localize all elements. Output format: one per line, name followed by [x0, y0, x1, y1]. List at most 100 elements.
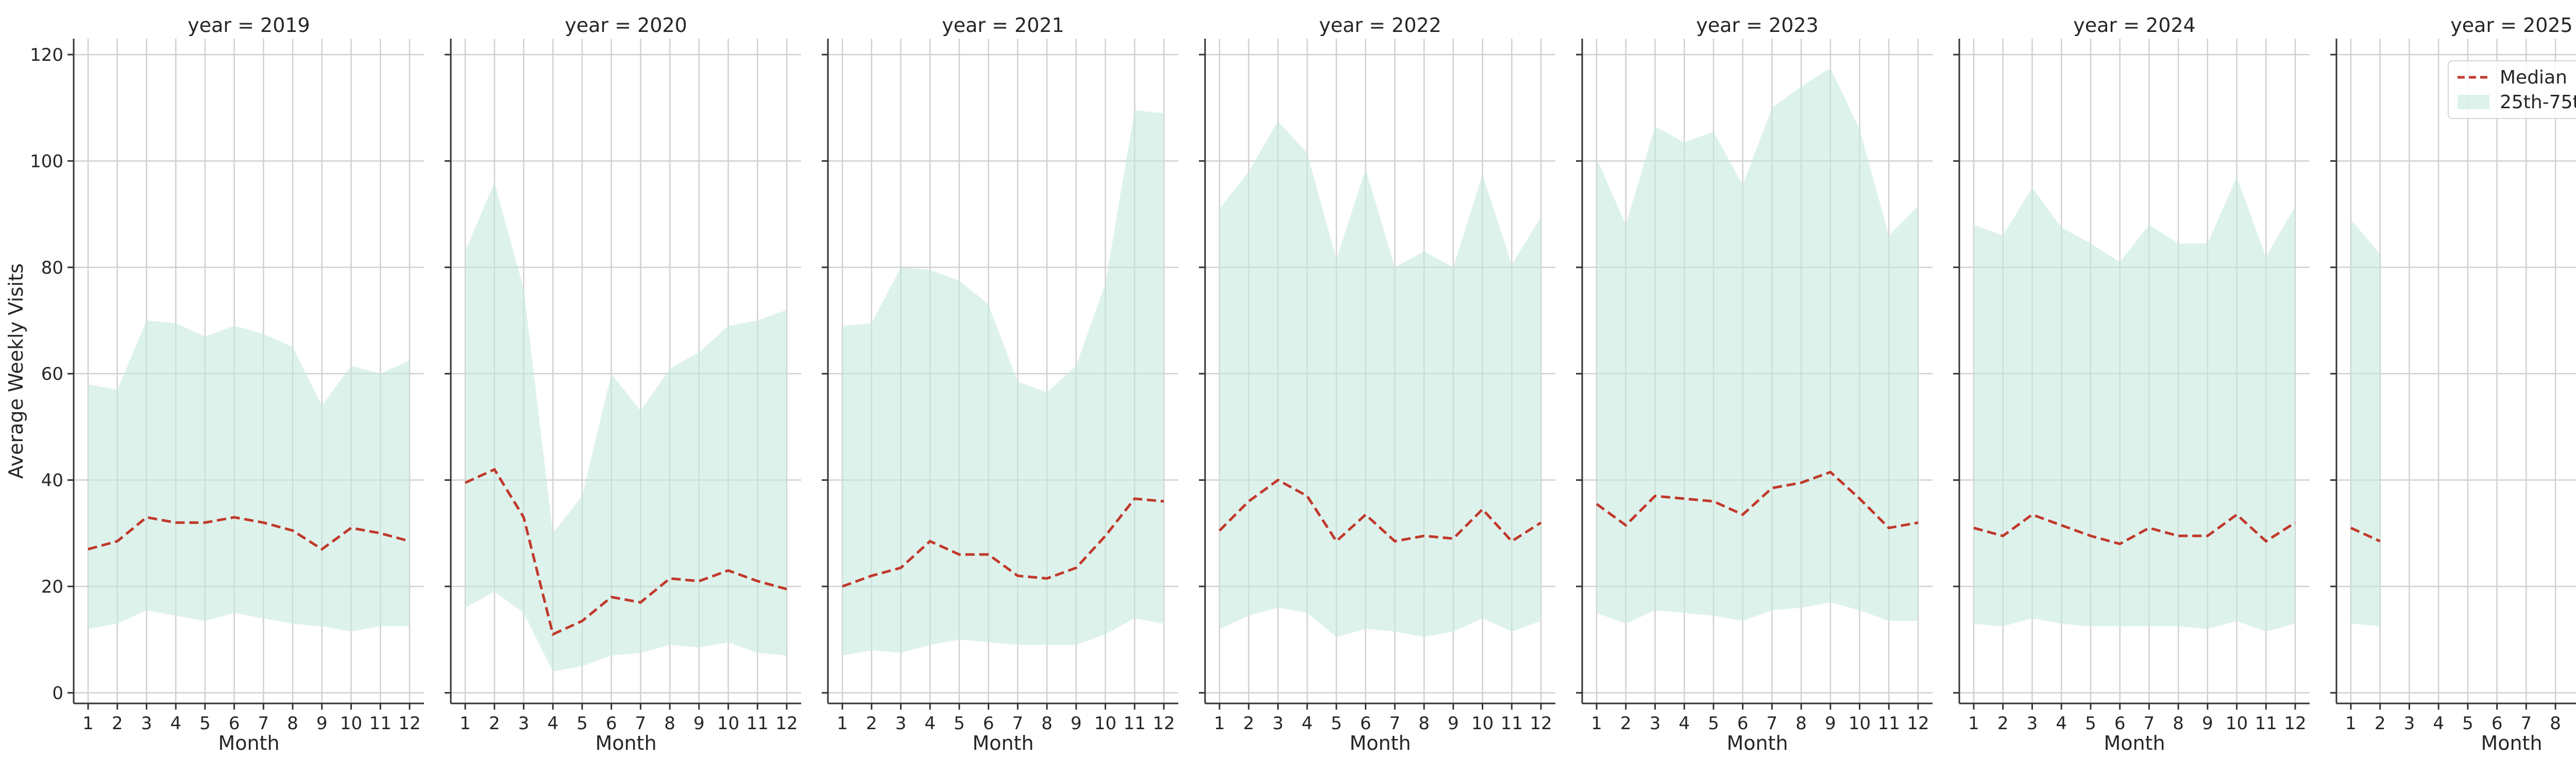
x-tick-label: 10	[717, 713, 739, 734]
x-tick-label: 7	[2144, 713, 2155, 734]
median-line-2021	[842, 497, 1164, 588]
facet-title-2025: year = 2025	[2450, 14, 2572, 37]
x-tick-label: 12	[2284, 713, 2306, 734]
x-tick-label: 1	[1214, 713, 1225, 734]
x-tick-label: 2	[1243, 713, 1255, 734]
x-tick-label: 3	[1650, 713, 1661, 734]
y-tick-label: 0	[52, 683, 63, 703]
median-line-2020	[464, 467, 787, 636]
x-tick-label: 6	[229, 713, 240, 734]
x-tick-label: 10	[1849, 713, 1871, 734]
legend-median-label: Median	[2500, 67, 2567, 88]
percentile-band-2024	[1974, 177, 2295, 632]
x-tick-label: 1	[460, 713, 471, 734]
legend-band-label: 25th-75th Percentile	[2500, 92, 2576, 113]
y-tick-label: 20	[41, 577, 63, 597]
x-tick-label: 12	[398, 713, 420, 734]
x-tick-label: 4	[547, 713, 558, 734]
y-tick-label: 100	[30, 151, 63, 172]
x-axis-label: Month	[1726, 732, 1788, 754]
x-tick-label: 6	[983, 713, 994, 734]
x-tick-label: 2	[866, 713, 877, 734]
x-tick-label: 6	[1360, 713, 1371, 734]
x-tick-label: 2	[489, 713, 500, 734]
x-tick-label: 1	[1968, 713, 1979, 734]
x-tick-label: 9	[2202, 713, 2213, 734]
x-tick-label: 2	[2375, 713, 2386, 734]
y-tick-label: 120	[30, 45, 63, 65]
percentile-band-2019	[88, 320, 410, 632]
x-tick-label: 5	[1331, 713, 1342, 734]
x-tick-label: 5	[2085, 713, 2096, 734]
x-tick-label: 1	[1591, 713, 1602, 734]
x-axis-label: Month	[2104, 732, 2165, 754]
percentile-band-2020	[465, 182, 787, 672]
percentile-band-2025	[2351, 219, 2380, 627]
x-tick-label: 10	[1471, 713, 1494, 734]
x-tick-label: 4	[2056, 713, 2067, 734]
x-tick-label: 8	[2173, 713, 2184, 734]
y-tick-label: 60	[41, 364, 63, 384]
x-tick-label: 4	[1301, 713, 1313, 734]
x-tick-label: 11	[1124, 713, 1146, 734]
median-line-2019	[88, 516, 410, 551]
y-tick-label: 40	[41, 470, 63, 491]
x-tick-label: 9	[316, 713, 328, 734]
facet-title-2020: year = 2020	[565, 14, 687, 37]
x-tick-label: 8	[287, 713, 298, 734]
percentile-band-2022	[1219, 121, 1541, 637]
x-tick-label: 5	[954, 713, 965, 734]
x-tick-label: 4	[924, 713, 936, 734]
y-axis-label: Average Weekly Visits	[5, 263, 27, 479]
x-tick-label: 7	[258, 713, 269, 734]
facet-title-2023: year = 2023	[1696, 14, 1818, 37]
x-tick-label: 5	[199, 713, 211, 734]
y-tick-label: 80	[41, 258, 63, 278]
x-tick-label: 3	[2027, 713, 2038, 734]
x-tick-label: 8	[2550, 713, 2561, 734]
x-tick-label: 5	[577, 713, 588, 734]
percentile-band-2021	[842, 110, 1164, 656]
facet-title-2021: year = 2021	[942, 14, 1064, 37]
x-tick-label: 8	[1041, 713, 1053, 734]
x-axis-label: Month	[1349, 732, 1411, 754]
x-tick-label: 7	[1012, 713, 1024, 734]
x-axis-label: Month	[972, 732, 1033, 754]
x-tick-label: 12	[1153, 713, 1175, 734]
percentile-band-2023	[1597, 68, 1918, 624]
x-tick-label: 12	[1530, 713, 1552, 734]
x-tick-label: 2	[1997, 713, 2009, 734]
x-tick-label: 5	[1708, 713, 1719, 734]
x-tick-label: 6	[2114, 713, 2126, 734]
x-tick-label: 9	[1825, 713, 1836, 734]
x-tick-label: 10	[1094, 713, 1116, 734]
x-tick-label: 8	[664, 713, 675, 734]
x-tick-label: 7	[2521, 713, 2532, 734]
x-tick-label: 10	[2226, 713, 2248, 734]
x-tick-label: 3	[1273, 713, 1284, 734]
x-tick-label: 6	[2492, 713, 2503, 734]
x-tick-label: 4	[1679, 713, 1690, 734]
median-line-2023	[1596, 470, 1919, 530]
x-tick-label: 11	[369, 713, 392, 734]
x-tick-label: 6	[606, 713, 617, 734]
x-tick-label: 8	[1418, 713, 1430, 734]
facet-title-2024: year = 2024	[2073, 14, 2195, 37]
x-axis-label: Month	[2481, 732, 2542, 754]
x-tick-label: 3	[2404, 713, 2415, 734]
legend: Median 25th-75th Percentile	[2448, 60, 2576, 119]
x-tick-label: 2	[1620, 713, 1632, 734]
x-tick-label: 1	[837, 713, 848, 734]
x-tick-label: 11	[747, 713, 769, 734]
x-tick-label: 9	[1071, 713, 1082, 734]
facet-title-2022: year = 2022	[1319, 14, 1441, 37]
x-tick-label: 7	[1767, 713, 1778, 734]
x-tick-label: 10	[340, 713, 362, 734]
